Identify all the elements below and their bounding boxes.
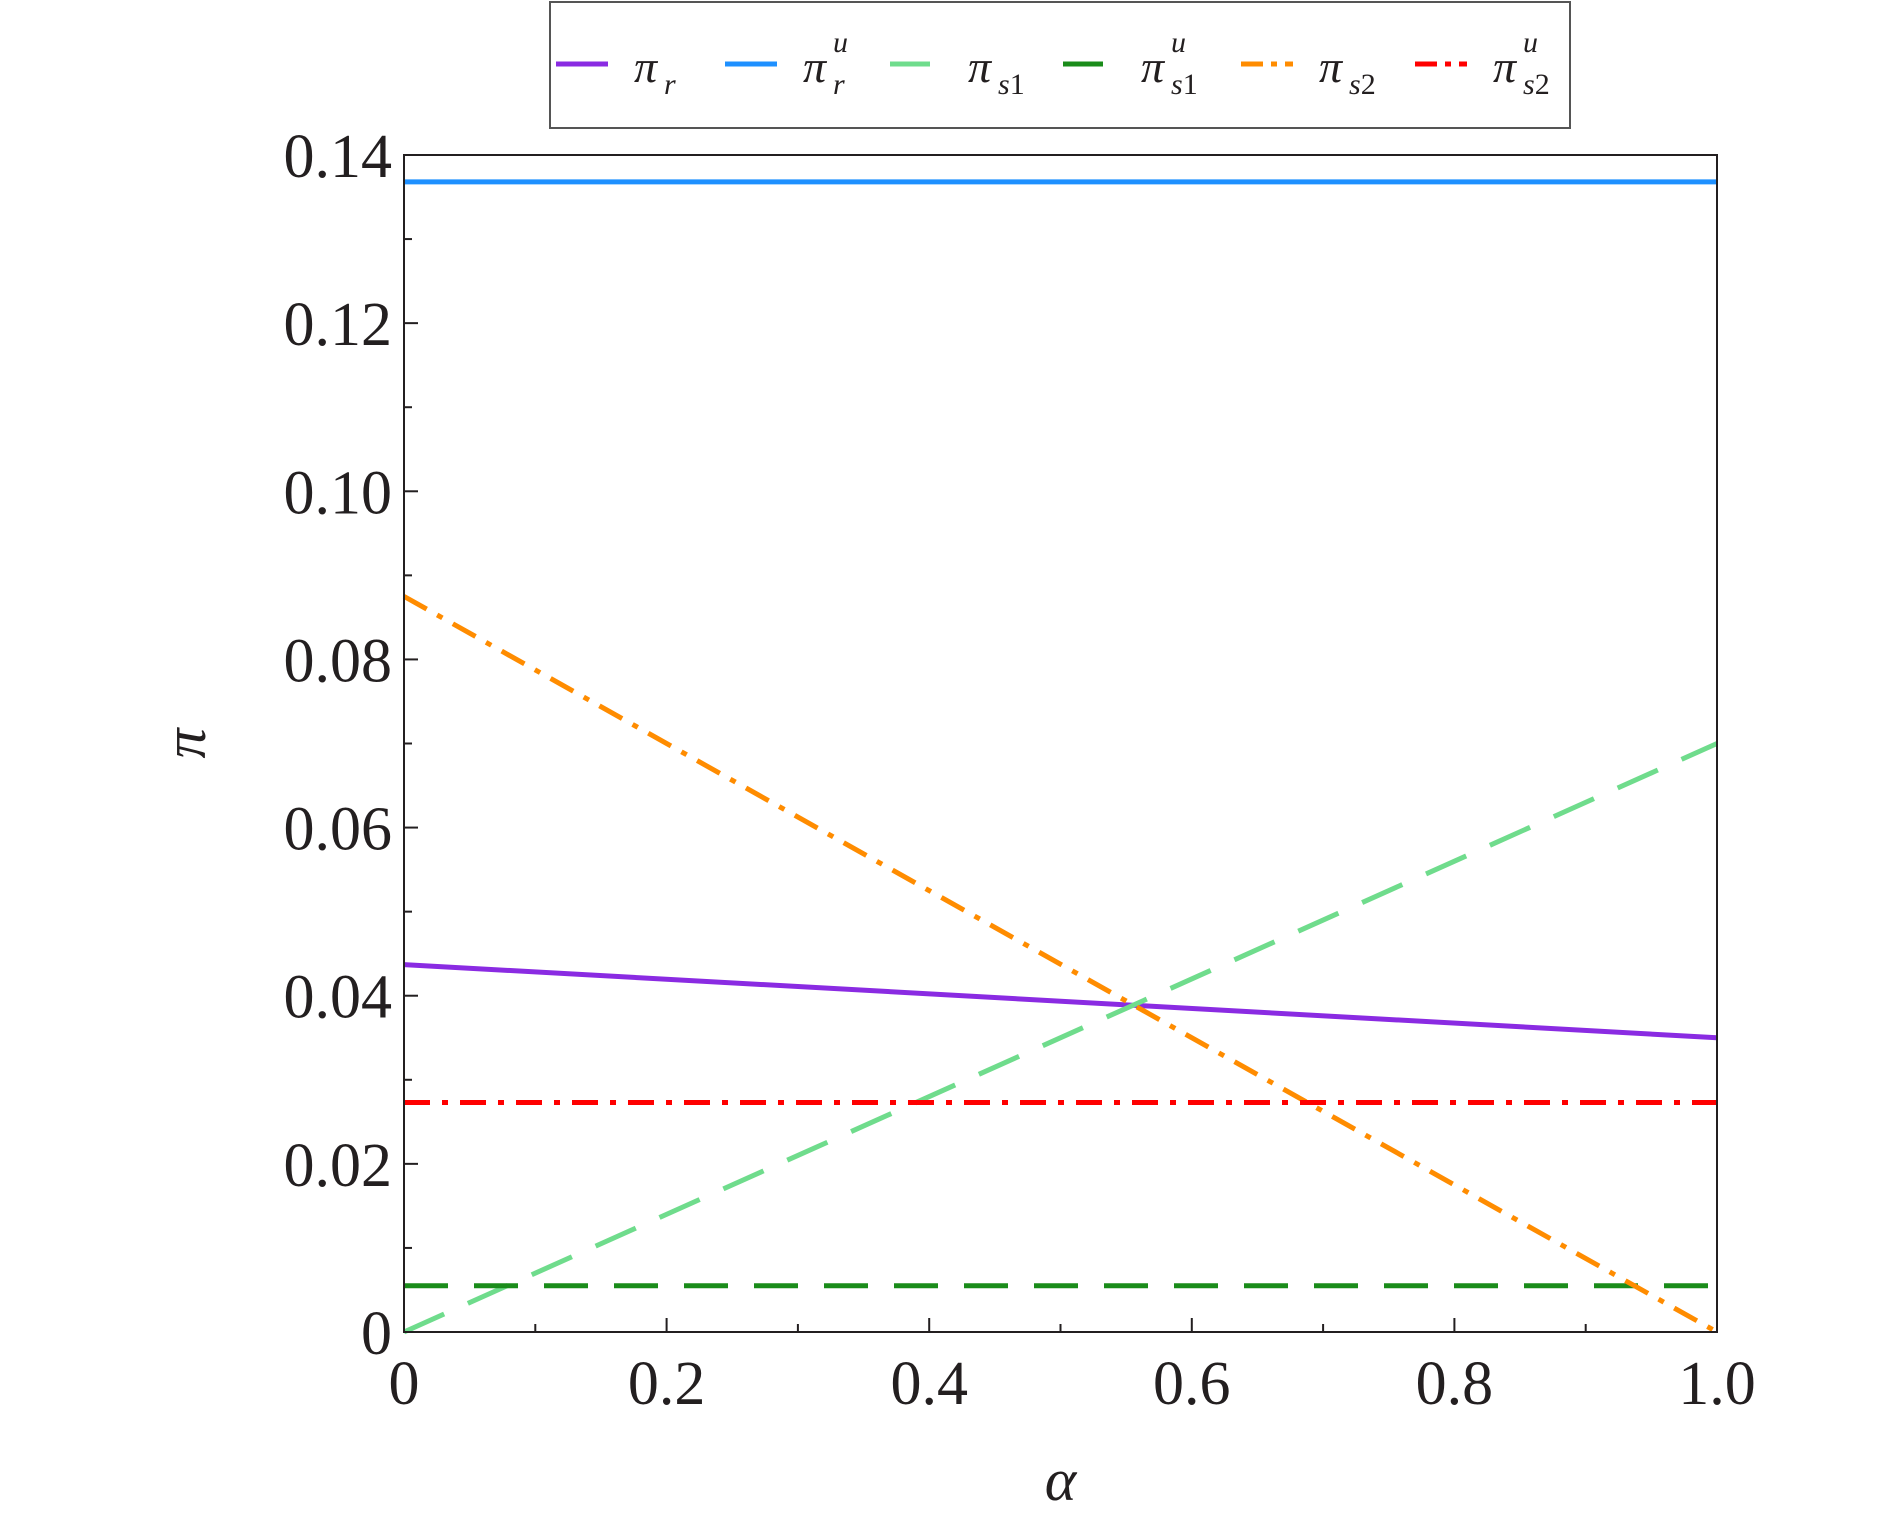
y-tick-label: 0.12 [284, 291, 393, 359]
x-tick-label: 0.2 [628, 1350, 706, 1418]
legend: π r π u r π s1 π u s1 π s2 π u s2 [549, 1, 1571, 129]
y-tick-label: 0.04 [284, 964, 393, 1032]
y-tick-label: 0.08 [284, 627, 393, 695]
legend-box [549, 1, 1571, 129]
legend-label-pi-s1-u: π u s1 [1141, 26, 1198, 101]
series-line-pi-s1 [402, 741, 1719, 1335]
x-tick-label: 1.0 [1678, 1350, 1756, 1418]
y-tick-label: 0.10 [284, 459, 393, 527]
series-line-pi-r [403, 962, 1718, 1041]
legend-label-pi-s1: π s1 [968, 41, 1025, 101]
plot-lines [402, 179, 1719, 1335]
x-tick-label: 0 [389, 1350, 420, 1418]
series-line-pi-s2 [402, 594, 1719, 1335]
y-tick-label: 0.14 [284, 123, 393, 191]
legend-label-pi-s2-u: π u s2 [1493, 26, 1550, 101]
x-tick-label: 0.8 [1416, 1350, 1494, 1418]
y-axis-label: π [152, 727, 218, 759]
y-tick-label: 0.06 [284, 796, 393, 864]
x-tick-label: 0.6 [1153, 1350, 1231, 1418]
x-tick-label: 0.4 [890, 1350, 968, 1418]
tick-labels: 0 0.2 0.4 0.6 0.8 1.0 0 0.02 0.04 0.06 0.08 0.10 0.1… [284, 123, 1756, 1418]
y-tick-label: 0.02 [284, 1132, 393, 1200]
y-tick-label: 0 [361, 1300, 392, 1368]
plot-frame [403, 154, 1718, 1333]
axis-ticks [403, 154, 1718, 1333]
x-axis-label: α [1045, 1447, 1078, 1513]
legend-label-pi-s2: π s2 [1319, 41, 1376, 101]
